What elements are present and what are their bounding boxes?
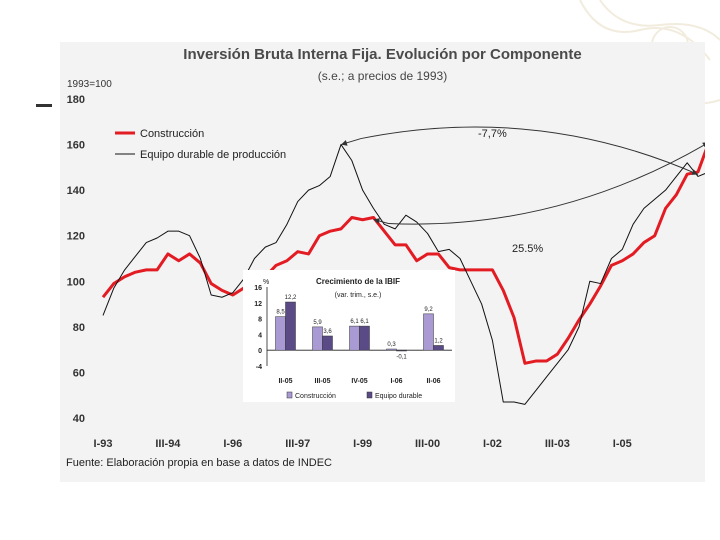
inset-legend-swatch <box>366 391 373 399</box>
inset-y-tick-label: 8 <box>258 317 262 324</box>
inset-bar <box>386 348 397 351</box>
y-axis-label: 1993=100 <box>67 79 112 90</box>
source-note: Fuente: Elaboración propia en base a dat… <box>66 457 332 469</box>
x-tick-label: I-05 <box>613 438 632 450</box>
inset-bar <box>322 335 333 351</box>
annotation-arrow-equipo <box>360 126 699 175</box>
inset-bar <box>312 326 323 351</box>
inset-data-label: 6,1 <box>350 319 359 325</box>
annotation-arrow-start <box>340 138 362 146</box>
inset-bar <box>433 345 444 351</box>
inset-x-tick-label: II-06 <box>426 378 440 385</box>
inset-y-tick-label: 16 <box>254 285 262 292</box>
inset-title: Crecimiento de la IBIF <box>316 277 400 286</box>
x-tick-label: I-93 <box>94 438 113 450</box>
x-tick-label: III-00 <box>415 438 440 450</box>
inset-bar <box>396 349 407 352</box>
chart-background <box>60 42 705 482</box>
inset-bar <box>285 301 296 351</box>
x-tick-label: III-03 <box>545 438 570 450</box>
inset-subtitle: (var. trim., s.e.) <box>335 292 382 299</box>
inset-x-tick-label: III-05 <box>315 378 331 385</box>
inset-data-label: 1,2 <box>434 338 443 344</box>
annotation-equipo-change: -7,7% <box>478 128 507 140</box>
x-tick-label: I-96 <box>223 438 242 450</box>
legend-label: Construcción <box>140 128 204 140</box>
inset-y-tick-label: 4 <box>258 332 262 339</box>
annotation-arrow-start-2 <box>373 218 389 224</box>
inset-x-tick-label: II-05 <box>278 378 292 385</box>
inset-chart: Crecimiento de la IBIF (var. trim., s.e.)… <box>243 270 455 402</box>
inset-bar <box>359 325 370 351</box>
x-tick-label: I-99 <box>353 438 372 450</box>
inset-bar <box>423 313 434 351</box>
y-tick-label: 160 <box>67 140 85 152</box>
inset-y-label: % <box>263 279 269 286</box>
y-tick-label: 140 <box>67 185 85 197</box>
chart-panel: 40 60 80 100 120 140 160 180 1993=100 I-93 III-94 I… <box>60 42 705 482</box>
y-tick-label: 80 <box>73 322 85 334</box>
annotation-arrow-construccion <box>388 142 705 225</box>
inset-bar <box>349 325 360 351</box>
annotation-construccion-change: 25.5% <box>512 243 543 255</box>
inset-data-label: 9,2 <box>424 307 433 313</box>
inset-y-tick-label: 0 <box>258 348 262 355</box>
inset-data-label: 3,6 <box>323 329 332 335</box>
x-tick-label: I-02 <box>483 438 502 450</box>
x-tick-label: III-97 <box>285 438 310 450</box>
inset-legend-swatch <box>286 391 293 399</box>
inset-y-tick-label: 12 <box>254 301 262 308</box>
inset-y-tick-label: -4 <box>256 364 262 371</box>
chart-title: Inversión Bruta Interna Fija. Evolución … <box>183 46 582 63</box>
inset-background <box>243 270 455 402</box>
inset-data-label: 5,9 <box>313 320 322 326</box>
inset-data-label: 8,5 <box>276 310 285 316</box>
inset-data-label: -0,1 <box>396 355 407 361</box>
annotation-arrows: -7,7% 25.5% <box>340 126 705 255</box>
inset-x-tick-label: I-06 <box>390 378 402 385</box>
inset-legend-label: Equipo durable <box>375 393 422 400</box>
inset-x-tick-label: IV-05 <box>351 378 367 385</box>
inset-data-label: 12,2 <box>285 295 297 301</box>
y-tick-label: 180 <box>67 94 85 106</box>
legend: Construcción Equipo durable de producción <box>115 128 286 161</box>
inset-data-label: 6,1 <box>360 319 369 325</box>
y-tick-label: 120 <box>67 231 85 243</box>
chart-subtitle: (s.e.; a precios de 1993) <box>317 69 448 83</box>
x-tick-label: III-94 <box>155 438 181 450</box>
inset-bar <box>275 316 286 351</box>
y-tick-label: 60 <box>73 367 85 379</box>
inset-data-label: 0,3 <box>387 342 396 348</box>
y-tick-label: 40 <box>73 413 85 425</box>
inset-legend-label: Construcción <box>295 393 336 400</box>
legend-label: Equipo durable de producción <box>140 149 286 161</box>
y-tick-label: 100 <box>67 276 85 288</box>
series-line-equipo <box>102 144 705 405</box>
